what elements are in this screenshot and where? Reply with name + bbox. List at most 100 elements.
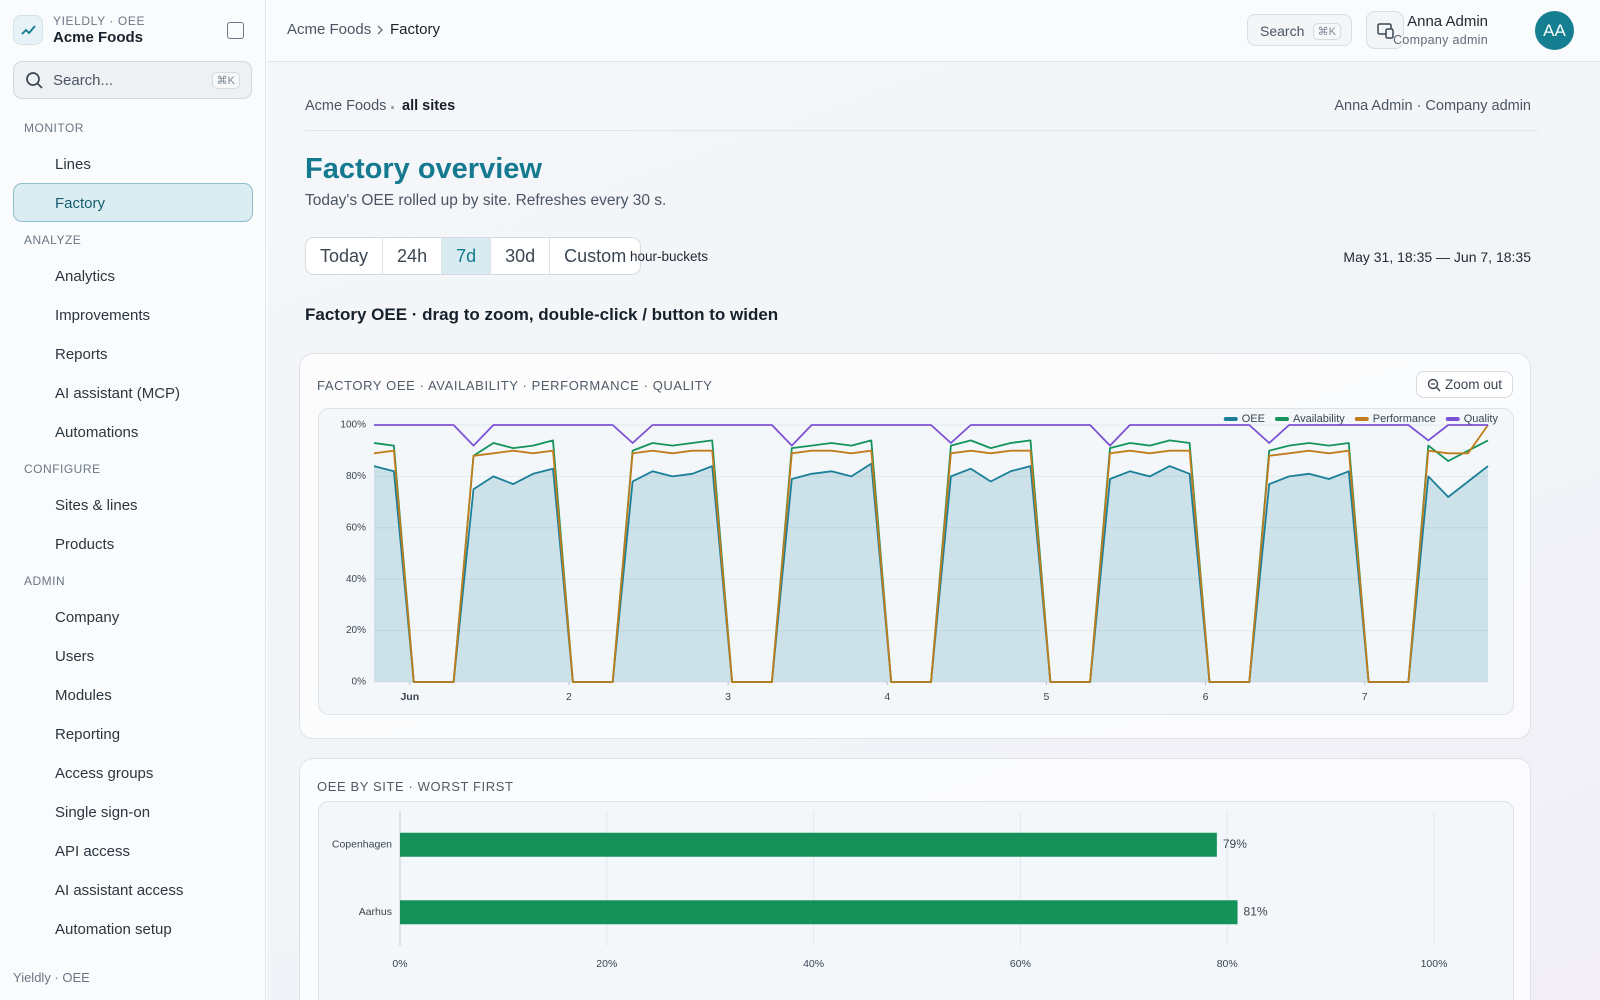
legend-swatch (1354, 417, 1369, 421)
x-tick-label: Jun (400, 691, 419, 703)
kbd: ⌘K (1312, 23, 1341, 40)
search-icon (26, 72, 43, 89)
nav-label: Lines (55, 156, 91, 173)
card-title: FACTORY OEE · AVAILABILITY · PERFORMANCE… (317, 378, 713, 393)
nav-label: AI assistant (MCP) (55, 385, 181, 402)
nav-item[interactable]: Automations (13, 412, 253, 451)
y-tick-label: 100% (340, 420, 366, 431)
x-tick-label: 60% (1010, 958, 1031, 970)
nav-item[interactable]: Lines (13, 144, 253, 183)
user-line: Anna Admin · Company admin (1334, 98, 1531, 114)
breadcrumb: Factory (390, 21, 441, 38)
nav-item[interactable]: Improvements (13, 295, 253, 334)
divider (305, 130, 1538, 131)
nav-section: MONITOR (24, 121, 84, 135)
nav-item[interactable]: Modules (13, 675, 253, 714)
x-tick-label: 100% (1421, 958, 1448, 970)
nav-item[interactable]: Factory (13, 183, 253, 222)
y-tick-label: 0% (352, 677, 367, 688)
scope: Acme Foods (305, 98, 387, 114)
x-tick-label: 2 (566, 691, 572, 703)
area (374, 463, 1488, 682)
site-card: OEE BY SITE · WORST FIRST 0% 20% 40% 60% 80%… (299, 758, 1531, 1000)
section-title: Factory OEE · drag to zoom, double-click… (305, 305, 779, 324)
collapse-button[interactable] (227, 22, 244, 39)
sidebar-footer: Yieldly · OEE (13, 970, 90, 985)
brand: Acme Foods (53, 29, 144, 46)
y-tick-label: 40% (346, 574, 366, 585)
nav-item[interactable]: AI assistant access (13, 870, 253, 909)
y-tick-label: 20% (346, 625, 366, 636)
nav-item[interactable]: AI assistant (MCP) (13, 373, 253, 412)
range-button[interactable]: 24h (383, 238, 443, 274)
page-title: Factory overview (305, 153, 542, 185)
range-button[interactable]: Custom (564, 246, 627, 266)
oee-card: FACTORY OEE · AVAILABILITY · PERFORMANCE… (299, 353, 1531, 739)
nav-label: Automation setup (55, 921, 172, 938)
y-tick-label: 60% (346, 522, 366, 533)
nav-item[interactable]: Single sign-on (13, 792, 253, 831)
nav-item[interactable]: Reports (13, 334, 253, 373)
x-tick-label: 3 (725, 691, 731, 703)
nav-item[interactable]: Users (13, 636, 253, 675)
range-button[interactable]: 7d (442, 238, 492, 274)
legend-label: OEE (1242, 413, 1265, 425)
user-role: Company admin (1393, 33, 1488, 47)
value-label: 81% (1244, 904, 1268, 918)
nav-label: Products (55, 536, 115, 553)
x-tick-label: 0% (392, 958, 407, 970)
legend-swatch (1223, 417, 1238, 421)
legend-label: Quality (1464, 413, 1499, 425)
legend-swatch (1445, 417, 1460, 421)
display-icon (1377, 23, 1394, 39)
range-button[interactable]: Today (306, 238, 384, 274)
x-tick-label: 20% (596, 958, 617, 970)
zoom-label: Zoom out (1445, 377, 1503, 392)
nav-item[interactable]: Access groups (13, 753, 253, 792)
top-search[interactable]: Search ⌘K (1247, 14, 1352, 46)
user-name: Anna Admin (1407, 13, 1488, 30)
nav-item[interactable]: Reporting (13, 714, 253, 753)
bar (400, 900, 1238, 925)
bucket: hour-buckets (630, 249, 709, 264)
nav: MONITOR Lines Factory ANALYZE Analytics Impro… (0, 110, 266, 948)
zoom-icon (1427, 378, 1441, 392)
legend: OEE Availability Performance Quality (1223, 413, 1499, 425)
sidebar-search[interactable]: Search... ⌘K (13, 61, 252, 99)
nav-item[interactable]: Sites & lines (13, 485, 253, 524)
brand-small: YIELDLY · OEE (53, 14, 146, 28)
avatar[interactable]: AA (1535, 11, 1574, 50)
nav-label: Reporting (55, 726, 121, 743)
search-placeholder: Search... (53, 72, 114, 89)
x-tick-label: 40% (803, 958, 824, 970)
nav-section: CONFIGURE (24, 462, 101, 476)
nav-item[interactable]: Products (13, 524, 253, 563)
nav-label: Access groups (55, 765, 154, 782)
oee-chart: 0% 20% 40% 60% 80% 100% Jun 2 3 4 5 6 7 OEE Availabili… (318, 408, 1514, 715)
nav-section: ADMIN (24, 574, 66, 588)
line (374, 424, 1488, 447)
nav-item[interactable]: Company (13, 597, 253, 636)
breadcrumb[interactable]: Acme Foods (287, 21, 372, 38)
category-label: Copenhagen (332, 839, 392, 851)
nav-label: Factory (55, 195, 106, 212)
brand-logo (13, 15, 43, 45)
nav-label: API access (55, 843, 131, 860)
date-range: May 31, 18:35 — Jun 7, 18:35 (1343, 249, 1531, 265)
sidebar: YIELDLY · OEE Acme Foods Search... ⌘K MO… (0, 0, 266, 1000)
nav-section: ANALYZE (24, 233, 82, 247)
nav-item[interactable]: Analytics (13, 256, 253, 295)
nav-label: Analytics (55, 268, 116, 285)
y-tick-label: 80% (346, 471, 366, 482)
nav-label: Users (55, 648, 95, 665)
zoom-out-button[interactable]: Zoom out (1416, 371, 1513, 398)
nav-label: AI assistant access (55, 882, 184, 899)
nav-item[interactable]: API access (13, 831, 253, 870)
kbd: ⌘K (211, 72, 240, 89)
x-tick-label: 80% (1217, 958, 1238, 970)
nav-item[interactable]: Automation setup (13, 909, 253, 948)
nav-label: Improvements (55, 307, 151, 324)
range-button[interactable]: 30d (491, 238, 551, 274)
legend-label: Performance (1373, 413, 1436, 425)
display-button[interactable] (1366, 11, 1404, 49)
